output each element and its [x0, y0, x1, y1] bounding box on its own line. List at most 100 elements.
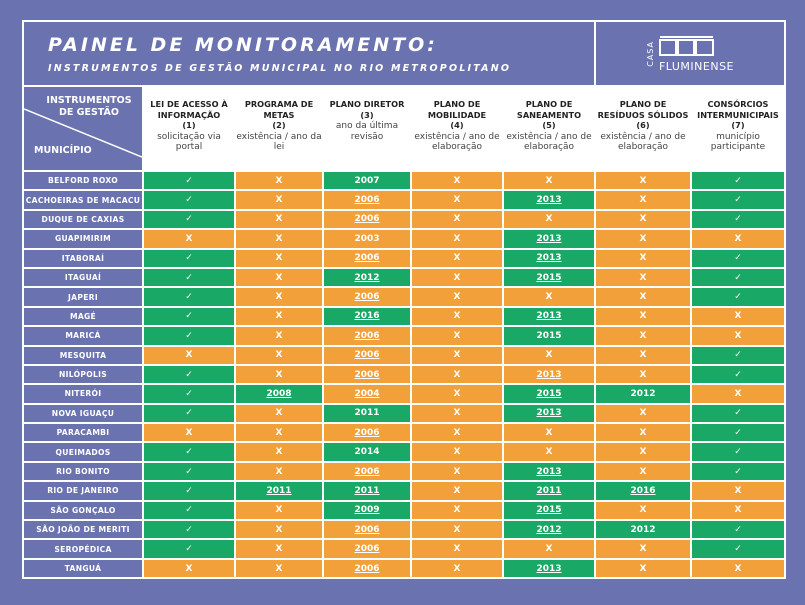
status-cell: X: [144, 346, 234, 364]
status-cell: 2008: [236, 385, 322, 403]
municipality: RIO BONITO: [24, 462, 142, 481]
status-cell: 2006: [324, 346, 410, 364]
column-header: PLANO DE RESÍDUOS SÓLIDOS (6) existência /…: [596, 87, 690, 170]
status-cell: X: [412, 288, 502, 306]
monitoring-table: PAINEL DE MONITORAMENTO: INSTRUMENTOS DE…: [22, 20, 786, 580]
municipality: RIO DE JANEIRO: [24, 482, 142, 500]
logo-bottom: FLUMINENSE: [658, 60, 735, 73]
status-cell: X: [692, 327, 784, 345]
status-cell: 2012: [596, 521, 690, 539]
status-cell: 2013: [504, 559, 594, 578]
status-cell: 2009: [324, 501, 410, 520]
status-cell: 2013: [504, 191, 594, 209]
status-cell: ✓: [144, 443, 234, 461]
municipality: NOVA IGUAÇU: [24, 404, 142, 423]
status-cell: X: [596, 191, 690, 209]
municipality: BELFORD ROXO: [24, 172, 142, 190]
municipality: NILÓPOLIS: [24, 365, 142, 384]
status-cell: X: [236, 404, 322, 423]
status-cell: 2015: [504, 327, 594, 345]
status-cell: ✓: [144, 462, 234, 481]
status-cell: X: [236, 365, 322, 384]
column-title: PLANO DE SANEAMENTO: [516, 99, 582, 120]
municipality: SÃO JOÃO DE MERITI: [24, 521, 142, 539]
corner-divider: [24, 108, 142, 158]
status-cell: 2006: [324, 249, 410, 267]
status-cell: X: [412, 172, 502, 190]
column-title: CONSÓRCIOS INTERMUNICIPAIS: [697, 99, 779, 120]
column-subtitle: solicitação via portal: [157, 131, 221, 153]
status-cell: ✓: [144, 210, 234, 229]
status-cell: 2015: [504, 385, 594, 403]
column-subtitle: existência / ano de elaboração: [506, 131, 592, 153]
column-number: (1): [182, 120, 196, 130]
status-cell: X: [692, 501, 784, 520]
status-cell: ✓: [692, 404, 784, 423]
column-title: PLANO DIRETOR: [329, 99, 405, 109]
status-cell: X: [596, 230, 690, 248]
column-number: (6): [636, 120, 650, 130]
column-title: LEI DE ACESSO À INFORMAÇÃO: [150, 99, 228, 120]
status-cell: ✓: [144, 540, 234, 558]
column-header: PLANO DIRETOR (3) ano da última revisão: [324, 87, 410, 170]
status-cell: X: [236, 559, 322, 578]
status-cell: X: [596, 327, 690, 345]
column-header: CONSÓRCIOS INTERMUNICIPAIS (7) município p…: [692, 87, 784, 170]
status-cell: 2006: [324, 559, 410, 578]
title: PAINEL DE MONITORAMENTO:: [48, 34, 438, 56]
municipality: MARICÁ: [24, 327, 142, 345]
logo-icon: [658, 36, 714, 56]
status-cell: X: [412, 268, 502, 287]
status-cell: 2003: [324, 230, 410, 248]
municipality: PARACAMBI: [24, 424, 142, 442]
status-cell: ✓: [692, 249, 784, 267]
status-cell: X: [412, 540, 502, 558]
status-cell: X: [596, 540, 690, 558]
municipality: MAGÉ: [24, 307, 142, 326]
municipality: ITABORAÍ: [24, 249, 142, 267]
status-cell: 2013: [504, 365, 594, 384]
status-cell: X: [236, 521, 322, 539]
status-cell: ✓: [692, 172, 784, 190]
status-cell: ✓: [144, 191, 234, 209]
status-cell: X: [236, 249, 322, 267]
status-cell: X: [596, 307, 690, 326]
column-subtitle: município participante: [710, 131, 766, 153]
status-cell: 2013: [504, 404, 594, 423]
status-cell: 2006: [324, 462, 410, 481]
status-cell: 2006: [324, 521, 410, 539]
status-cell: ✓: [144, 385, 234, 403]
municipality: SEROPÉDICA: [24, 540, 142, 558]
status-cell: X: [596, 268, 690, 287]
column-number: (7): [731, 120, 745, 130]
status-cell: 2006: [324, 288, 410, 306]
status-cell: X: [412, 191, 502, 209]
status-cell: 2015: [504, 268, 594, 287]
status-cell: ✓: [144, 327, 234, 345]
status-cell: X: [144, 424, 234, 442]
status-cell: 2006: [324, 424, 410, 442]
status-cell: ✓: [144, 307, 234, 326]
status-cell: X: [412, 462, 502, 481]
status-cell: X: [596, 424, 690, 442]
status-cell: 2016: [324, 307, 410, 326]
status-cell: X: [236, 288, 322, 306]
status-cell: X: [412, 559, 502, 578]
column-subtitle: existência / ano de elaboração: [414, 131, 500, 153]
status-cell: 2016: [596, 482, 690, 500]
status-cell: 2013: [504, 230, 594, 248]
status-cell: X: [236, 230, 322, 248]
municipality: QUEIMADOS: [24, 443, 142, 461]
status-cell: 2011: [324, 404, 410, 423]
subtitle: INSTRUMENTOS DE GESTÃO MUNICIPAL NO RIO …: [48, 63, 512, 74]
status-cell: 2015: [504, 501, 594, 520]
status-cell: X: [596, 462, 690, 481]
column-header: PROGRAMA DE METAS (2) existência / ano da …: [236, 87, 322, 170]
status-cell: X: [596, 404, 690, 423]
title-area: PAINEL DE MONITORAMENTO: INSTRUMENTOS DE…: [24, 22, 594, 85]
logo: CASA FLUMINENSE: [596, 22, 784, 85]
status-cell: ✓: [144, 268, 234, 287]
status-cell: ✓: [692, 268, 784, 287]
status-cell: 2011: [236, 482, 322, 500]
